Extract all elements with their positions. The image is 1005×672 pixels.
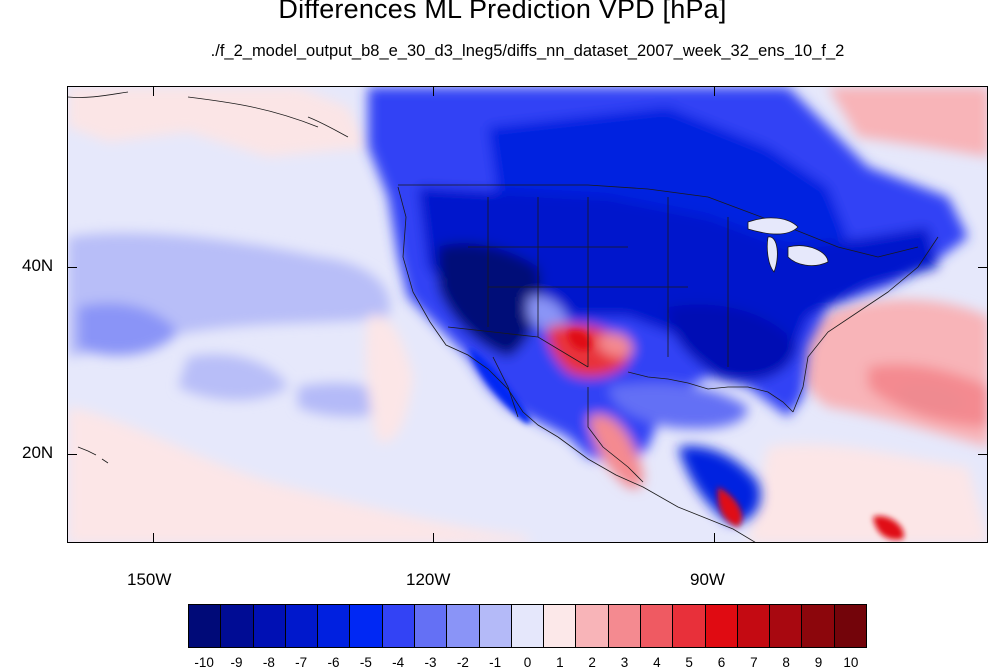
map-subtitle: ./f_2_model_output_b8_e_30_d3_lneg5/diff…	[210, 42, 845, 60]
colorbar-label: 6	[717, 655, 726, 670]
colorbar-box	[479, 605, 512, 647]
lat-tick-20n-left	[67, 454, 77, 455]
map-panel	[67, 86, 988, 543]
colorbar-label: 2	[588, 655, 596, 670]
colorbar-label: -8	[262, 655, 275, 670]
colorbar-label: -2	[456, 655, 469, 670]
colorbar-label: 8	[782, 655, 790, 670]
lon-label-90w: 90W	[690, 570, 725, 589]
ocean-anomalies	[68, 87, 987, 542]
colorbar	[188, 604, 867, 648]
colorbar-box	[608, 605, 641, 647]
vpd-difference-field	[68, 87, 987, 542]
colorbar-label: -4	[392, 655, 405, 670]
colorbar-box	[447, 605, 480, 647]
lat-label-20n: 20N	[22, 443, 54, 462]
lon-tick-120w	[433, 533, 434, 543]
lat-tick-20n-right	[978, 454, 988, 455]
colorbar-label: 5	[685, 655, 693, 670]
colorbar-box	[673, 605, 706, 647]
colorbar-box	[737, 605, 771, 647]
colorbar-label: -10	[194, 655, 214, 670]
colorbar-box	[544, 605, 577, 647]
colorbar-label: 4	[653, 655, 661, 670]
colorbar-box	[414, 605, 448, 647]
colorbar-box	[640, 605, 674, 647]
colorbar-label: 1	[556, 655, 564, 670]
colorbar-label: -9	[230, 655, 243, 670]
colorbar-label: 3	[620, 655, 629, 670]
colorbar-box	[705, 605, 738, 647]
lon-label-120w: 120W	[406, 570, 451, 589]
colorbar-box	[511, 605, 545, 647]
colorbar-label: 7	[750, 655, 758, 670]
lon-tick-90w-top	[714, 86, 715, 96]
lon-label-150w: 150W	[127, 570, 172, 589]
lon-tick-90w	[714, 533, 715, 543]
colorbar-box	[189, 605, 222, 647]
great-lakes	[747, 217, 829, 273]
colorbar-label: 0	[523, 655, 532, 670]
colorbar-box	[318, 605, 351, 647]
colorbar-label: -3	[424, 655, 437, 670]
lon-tick-150w	[153, 533, 154, 543]
lon-tick-120w-top	[433, 86, 434, 96]
lat-tick-40n-left	[67, 267, 77, 268]
coastline-borders	[397, 184, 939, 542]
colorbar-box	[802, 605, 835, 647]
lat-tick-40n-right	[978, 267, 988, 268]
colorbar-label: -6	[327, 655, 340, 670]
lon-tick-150w-top	[153, 86, 154, 96]
colorbar-box	[350, 605, 383, 647]
colorbar-box	[221, 605, 254, 647]
islands	[68, 91, 349, 464]
colorbar-label: -7	[295, 655, 308, 670]
colorbar-label: -5	[359, 655, 372, 670]
colorbar-label: 9	[814, 655, 823, 670]
colorbar-box	[834, 605, 866, 647]
colorbar-box	[285, 605, 319, 647]
lat-label-40n: 40N	[22, 256, 54, 275]
colorbar-label: -1	[489, 655, 502, 670]
colorbar-box	[576, 605, 609, 647]
map-title: Differences ML Prediction VPD [hPa]	[278, 0, 727, 24]
colorbar-box	[770, 605, 803, 647]
colorbar-box	[253, 605, 286, 647]
colorbar-label: 10	[843, 655, 859, 670]
colorbar-box	[382, 605, 415, 647]
